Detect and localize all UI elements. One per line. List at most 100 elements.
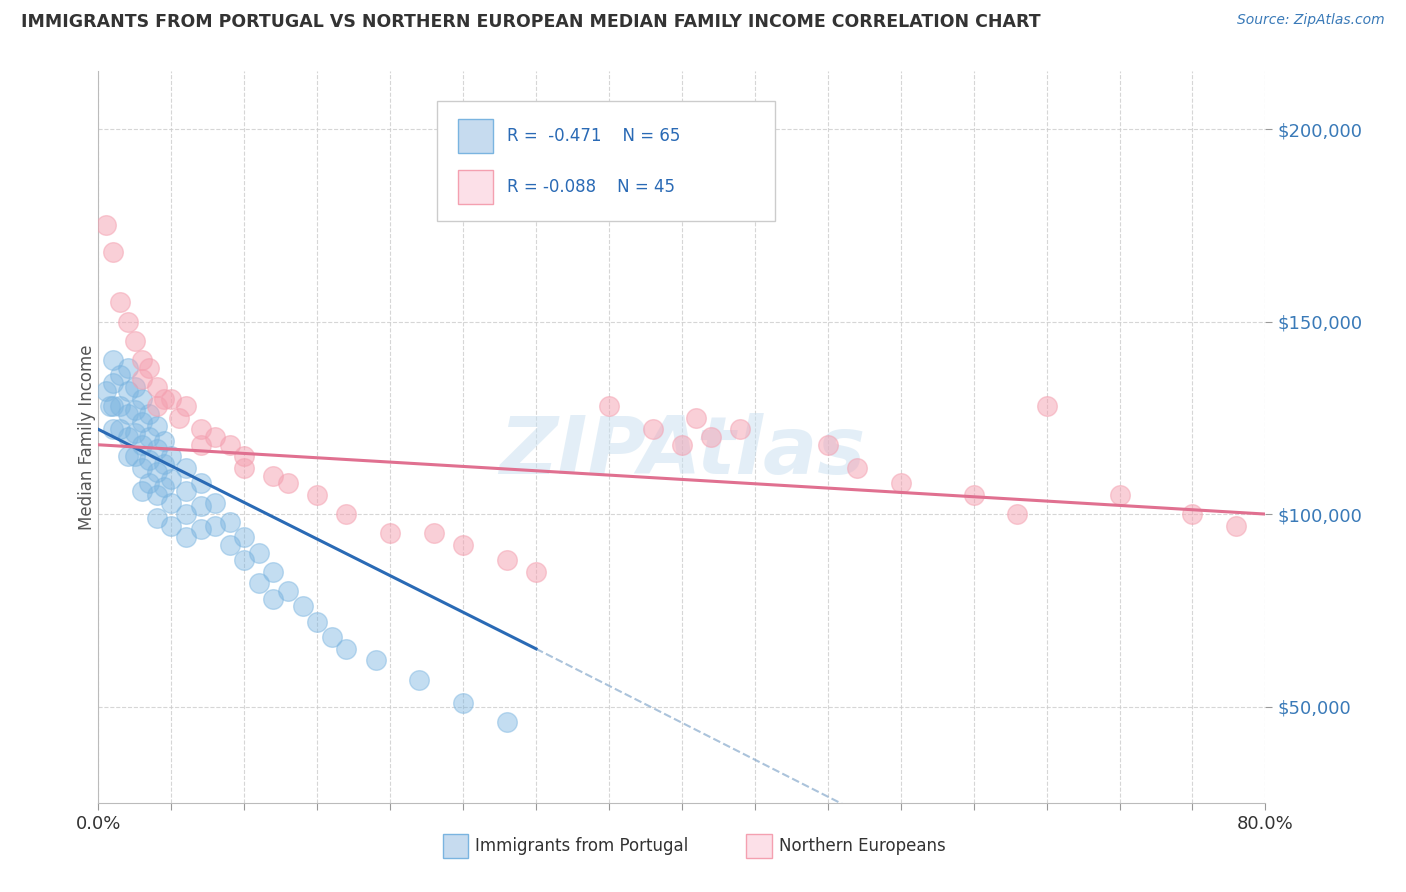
Point	[730, 422, 752, 436]
Point	[146, 511, 169, 525]
Point	[218, 515, 240, 529]
Point	[218, 438, 240, 452]
Point	[124, 450, 146, 464]
Point	[146, 488, 169, 502]
Point	[160, 495, 183, 509]
Text: Immigrants from Portugal: Immigrants from Portugal	[475, 837, 689, 855]
Point	[153, 457, 176, 471]
Point	[153, 392, 176, 406]
Point	[598, 399, 620, 413]
Point	[817, 438, 839, 452]
Point	[190, 476, 212, 491]
Point	[846, 461, 869, 475]
Point	[101, 245, 124, 260]
Point	[98, 399, 121, 413]
Point	[962, 488, 984, 502]
Point	[117, 360, 139, 375]
Point	[233, 530, 256, 544]
Point	[190, 500, 212, 514]
Point	[262, 591, 284, 606]
Point	[124, 334, 146, 348]
Point	[101, 422, 124, 436]
Point	[190, 438, 212, 452]
Point	[247, 545, 270, 559]
Point	[110, 422, 132, 436]
Point	[110, 368, 132, 383]
Point	[131, 461, 153, 475]
Point	[117, 315, 139, 329]
Point	[94, 384, 117, 398]
Point	[204, 495, 226, 509]
Point	[110, 399, 132, 413]
Point	[233, 450, 256, 464]
Point	[110, 295, 132, 310]
Point	[167, 410, 190, 425]
Point	[890, 476, 912, 491]
Point	[160, 518, 183, 533]
Point	[1035, 399, 1057, 413]
FancyBboxPatch shape	[747, 834, 772, 858]
Point	[131, 353, 153, 368]
Point	[131, 415, 153, 429]
Point	[101, 376, 124, 391]
Point	[117, 450, 139, 464]
Point	[174, 507, 197, 521]
Point	[146, 442, 169, 456]
Point	[335, 641, 357, 656]
Point	[700, 430, 723, 444]
Point	[1225, 518, 1247, 533]
Point	[408, 673, 430, 687]
Point	[218, 538, 240, 552]
Point	[335, 507, 357, 521]
Point	[307, 615, 329, 629]
Point	[307, 488, 329, 502]
Point	[101, 353, 124, 368]
Point	[131, 438, 153, 452]
Text: Source: ZipAtlas.com: Source: ZipAtlas.com	[1237, 13, 1385, 28]
Point	[124, 380, 146, 394]
Point	[1007, 507, 1029, 521]
Point	[138, 430, 160, 444]
Point	[423, 526, 446, 541]
Point	[117, 407, 139, 421]
Point	[233, 553, 256, 567]
Text: R =  -0.471    N = 65: R = -0.471 N = 65	[508, 127, 681, 145]
Point	[146, 399, 169, 413]
Point	[671, 438, 693, 452]
Point	[190, 422, 212, 436]
Point	[190, 523, 212, 537]
Point	[364, 653, 387, 667]
Point	[247, 576, 270, 591]
Point	[146, 465, 169, 479]
Point	[138, 360, 160, 375]
Point	[204, 518, 226, 533]
Point	[131, 372, 153, 386]
Point	[131, 392, 153, 406]
Point	[233, 461, 256, 475]
Point	[496, 553, 519, 567]
Point	[262, 565, 284, 579]
Point	[146, 418, 169, 433]
Point	[524, 565, 547, 579]
Point	[1108, 488, 1130, 502]
Point	[160, 392, 183, 406]
Point	[262, 468, 284, 483]
Point	[160, 472, 183, 486]
Point	[277, 476, 299, 491]
Point	[101, 399, 124, 413]
Point	[685, 410, 707, 425]
Point	[291, 599, 314, 614]
Point	[138, 407, 160, 421]
FancyBboxPatch shape	[458, 119, 494, 153]
Text: R = -0.088    N = 45: R = -0.088 N = 45	[508, 178, 675, 196]
Point	[277, 584, 299, 599]
Point	[146, 380, 169, 394]
Point	[204, 430, 226, 444]
Point	[153, 434, 176, 448]
Text: ZIPAtlas: ZIPAtlas	[499, 413, 865, 491]
Point	[174, 483, 197, 498]
FancyBboxPatch shape	[443, 834, 468, 858]
Point	[94, 219, 117, 233]
Point	[174, 399, 197, 413]
Point	[174, 530, 197, 544]
